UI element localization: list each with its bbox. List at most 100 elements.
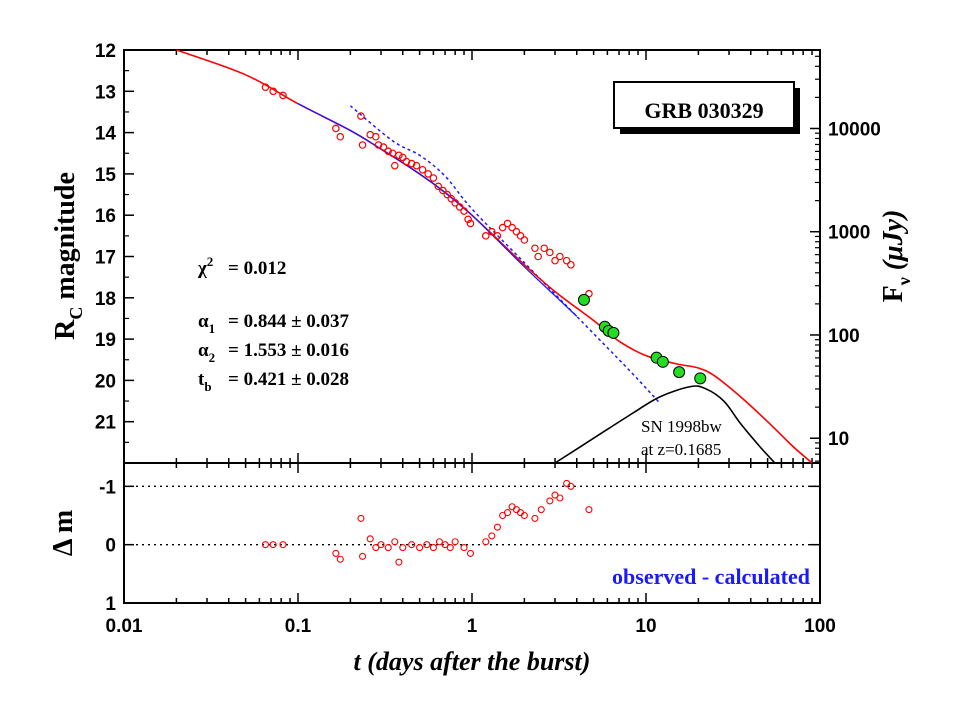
residual-point — [429, 544, 437, 552]
afterglow-model-curve — [297, 103, 578, 317]
sn-annotation-line2: at z=0.1685 — [641, 440, 721, 459]
residual-point — [399, 544, 407, 552]
observed-point — [512, 227, 521, 236]
observed-point — [551, 256, 559, 265]
stat-label-alpha1: α1 — [198, 311, 215, 336]
observed-point — [455, 203, 464, 211]
observed-point — [357, 112, 365, 120]
observed-point — [562, 256, 571, 265]
observed-point — [508, 223, 516, 232]
observed-point — [516, 232, 525, 240]
observed-point — [261, 83, 270, 91]
supernova-curve — [554, 385, 776, 464]
residual-point — [423, 541, 431, 549]
observed-point — [481, 232, 490, 240]
observed-point — [424, 170, 432, 178]
observed-point — [498, 223, 507, 232]
observed-point — [451, 199, 459, 207]
residual-point — [585, 506, 593, 514]
observed-point — [556, 252, 564, 261]
sn-annotation-line1: SN 1998bw — [641, 417, 722, 436]
stat-value-tb: = 0.421 ± 0.028 — [228, 369, 349, 390]
residual-point — [441, 541, 449, 549]
residual-point — [546, 497, 554, 505]
y-axis-ticks: 12 13 14 15 16 17 18 19 20 21 — [95, 41, 134, 443]
observed-point — [434, 182, 443, 191]
residual-point — [269, 541, 277, 549]
observed-point — [520, 236, 529, 244]
observed-point — [503, 219, 512, 228]
y-tick-label: 20 — [95, 371, 116, 392]
observed-point — [336, 132, 345, 141]
y-axis-title-left: RC magnitude — [50, 172, 86, 340]
residual-point — [384, 544, 392, 552]
residual-y-tick-label: 0 — [105, 536, 116, 557]
right-y-axis-ticks: 10 100 1000 10000 — [810, 55, 881, 462]
right-y-tick-label: 1000 — [828, 223, 870, 244]
residual-point — [359, 552, 367, 560]
residual-y-tick-label: -1 — [99, 477, 116, 498]
residual-point — [466, 549, 475, 557]
light-curve-points — [261, 83, 707, 385]
residual-y-tick-label: 1 — [105, 594, 116, 615]
residual-point — [372, 544, 380, 552]
residual-point — [563, 479, 571, 487]
broken-power-law-curve — [349, 105, 661, 404]
chart-title: GRB 030329 — [644, 98, 763, 123]
observed-point — [390, 161, 399, 170]
residual-reference-lines — [124, 485, 820, 546]
residual-point — [357, 514, 365, 522]
right-y-tick-label: 10 — [828, 429, 849, 450]
observed-point — [395, 151, 403, 160]
observed-point — [540, 244, 549, 253]
residual-point — [493, 523, 501, 531]
residual-point — [261, 541, 269, 549]
residual-point — [537, 506, 545, 514]
residual-point — [460, 544, 468, 552]
residual-point — [446, 544, 454, 552]
stat-label-chi2: χ2 — [197, 254, 213, 279]
observed-point — [279, 91, 287, 100]
observed-point — [488, 227, 496, 236]
y-tick-label: 18 — [95, 289, 116, 310]
stat-value-chi2: = 0.012 — [228, 258, 286, 279]
residual-point — [482, 538, 490, 546]
residual-point — [416, 544, 424, 552]
residual-point — [377, 541, 385, 549]
observed-point — [439, 186, 447, 195]
residual-point — [556, 494, 564, 502]
residual-point — [366, 535, 374, 543]
late-observed-point — [673, 366, 686, 379]
observed-point — [332, 124, 340, 133]
observed-point — [358, 141, 367, 149]
late-observed-point — [607, 326, 620, 339]
fit-statistics: χ2 = 0.012 α1 = 0.844 ± 0.037 α2 = 1.553… — [197, 254, 350, 394]
x-tick-label: 0.1 — [285, 616, 312, 637]
late-observed-point — [656, 355, 669, 368]
x-axis-ticks: 0.01 0.1 1 10 100 — [106, 50, 836, 637]
residual-point — [503, 509, 512, 517]
residual-y-axis-title: Δ m — [48, 510, 79, 556]
observed-point — [429, 174, 438, 182]
observed-point — [412, 161, 421, 170]
residual-point — [531, 514, 539, 522]
residual-point — [336, 555, 344, 563]
observed-point — [567, 260, 575, 269]
residual-point — [567, 482, 575, 490]
observed-point — [534, 252, 542, 261]
residual-point — [391, 538, 399, 546]
late-observed-point — [577, 293, 590, 306]
y-tick-label: 17 — [95, 248, 116, 269]
stat-label-alpha2: α2 — [198, 340, 215, 365]
y-tick-label: 12 — [95, 41, 116, 62]
residual-point — [508, 503, 516, 511]
observed-point — [464, 215, 472, 224]
late-observed-point — [694, 372, 707, 385]
residual-point — [520, 511, 528, 520]
observed-point — [269, 87, 277, 96]
observed-point — [384, 147, 393, 155]
observed-point — [372, 132, 380, 141]
residual-points — [261, 479, 593, 566]
right-y-tick-label: 10000 — [828, 119, 881, 140]
